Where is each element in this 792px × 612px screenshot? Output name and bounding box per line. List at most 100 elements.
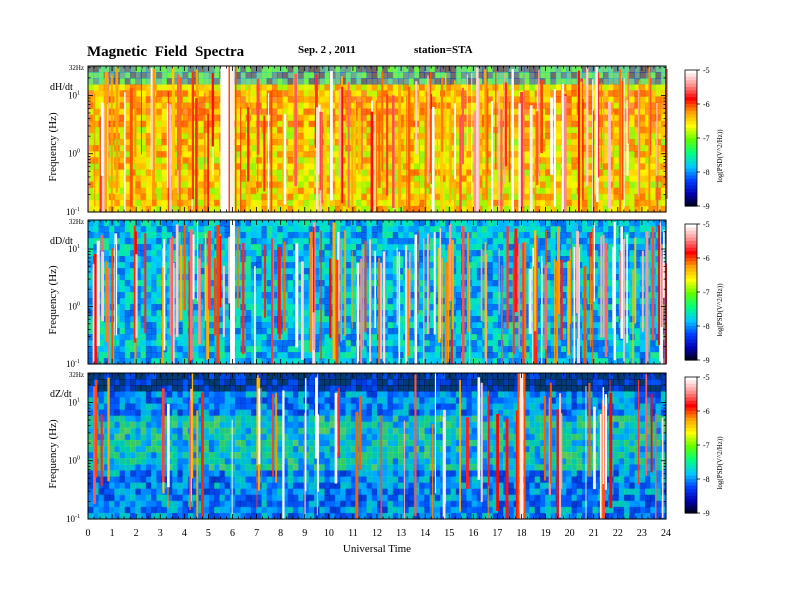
transient-streak: [247, 107, 250, 182]
transient-streak: [520, 92, 523, 209]
transient-streak: [321, 111, 323, 204]
transient-streak: [283, 241, 286, 332]
transient-streak: [556, 409, 559, 519]
transient-streak: [658, 225, 660, 346]
transient-streak: [663, 229, 665, 298]
colorbar-label: log(PSD(V^2/Hz)): [716, 283, 724, 337]
burst-line: [517, 373, 519, 519]
transient-streak: [191, 373, 194, 479]
transient-streak: [161, 388, 165, 483]
transient-streak: [398, 251, 401, 364]
transient-streak: [192, 234, 195, 300]
transient-streak: [486, 82, 488, 200]
transient-streak: [415, 81, 418, 155]
transient-streak: [516, 410, 518, 519]
transient-streak: [604, 394, 607, 490]
transient-streak: [650, 77, 652, 156]
transient-streak: [436, 102, 439, 176]
transient-streak: [534, 230, 537, 332]
y-top-label: 32Hz: [69, 64, 84, 72]
transient-streak: [129, 87, 133, 207]
y-tick-label: 101: [68, 397, 80, 407]
transient-streak: [561, 84, 565, 212]
transient-streak: [514, 228, 518, 313]
transient-streak: [106, 104, 109, 212]
transient-streak: [518, 103, 521, 212]
transient-streak: [378, 111, 381, 188]
transient-streak: [99, 116, 102, 212]
transient-streak: [323, 107, 327, 212]
transient-streak: [553, 89, 556, 207]
transient-streak: [318, 104, 321, 175]
transient-streak: [656, 102, 658, 176]
transient-streak: [392, 95, 395, 208]
colorbar-tick-label: -9: [703, 509, 710, 518]
transient-streak: [396, 247, 398, 326]
transient-streak: [638, 379, 640, 485]
transient-streak: [549, 382, 552, 484]
component-label: dD/dt: [50, 236, 73, 247]
transient-streak: [441, 257, 443, 364]
transient-streak: [369, 239, 372, 363]
x-tick-label: 19: [541, 528, 551, 539]
transient-streak: [476, 67, 479, 212]
transient-streak: [304, 413, 306, 519]
transient-streak: [178, 92, 181, 212]
transient-streak: [570, 231, 572, 363]
transient-streak: [466, 74, 468, 151]
transient-streak: [541, 255, 543, 364]
x-tick-label: 17: [492, 528, 502, 539]
transient-streak: [442, 417, 446, 519]
transient-streak: [338, 388, 340, 457]
transient-streak: [508, 102, 511, 183]
colorbar-label: log(PSD(V^2/Hz)): [716, 436, 724, 490]
transient-streak: [557, 226, 560, 315]
transient-streak: [480, 249, 483, 322]
transient-streak: [163, 239, 166, 351]
colorbar-tick-label: -9: [703, 202, 710, 211]
transient-streak: [650, 393, 653, 473]
x-tick-label: 3: [158, 528, 163, 539]
transient-streak: [569, 249, 572, 324]
transient-streak: [554, 259, 556, 364]
transient-streak: [240, 107, 242, 212]
transient-streak: [144, 233, 147, 334]
transient-streak: [613, 221, 616, 361]
transient-streak: [216, 225, 220, 364]
transient-streak: [271, 238, 273, 364]
transient-streak: [462, 226, 465, 364]
transient-streak: [320, 230, 322, 361]
transient-streak: [429, 72, 432, 174]
transient-streak: [329, 258, 332, 338]
transient-streak: [351, 108, 354, 212]
x-tick-label: 2: [134, 528, 139, 539]
x-tick-label: 16: [468, 528, 478, 539]
colorbar-tick-label: -5: [703, 66, 710, 75]
x-tick-label: 18: [517, 528, 527, 539]
transient-streak: [107, 377, 110, 482]
transient-streak: [305, 378, 307, 492]
transient-streak: [124, 92, 126, 212]
transient-streak: [433, 232, 436, 335]
transient-streak: [115, 67, 119, 193]
transient-streak: [627, 71, 629, 144]
transient-streak: [370, 111, 374, 212]
transient-streak: [583, 266, 587, 364]
transient-streak: [256, 375, 259, 466]
transient-streak: [560, 259, 563, 341]
transient-streak: [645, 374, 648, 476]
transient-streak: [645, 231, 649, 364]
transient-streak: [600, 236, 602, 338]
transient-streak: [620, 226, 623, 339]
transient-streak: [498, 248, 500, 315]
transient-streak: [535, 111, 539, 186]
transient-streak: [459, 116, 462, 212]
transient-streak: [204, 233, 207, 321]
transient-streak: [382, 251, 386, 364]
transient-streak: [655, 413, 657, 519]
burst-line: [524, 373, 526, 519]
transient-streak: [330, 71, 333, 201]
transient-streak: [261, 387, 263, 479]
y-axis-label: Frequency (Hz): [47, 112, 59, 182]
transient-streak: [467, 232, 469, 333]
